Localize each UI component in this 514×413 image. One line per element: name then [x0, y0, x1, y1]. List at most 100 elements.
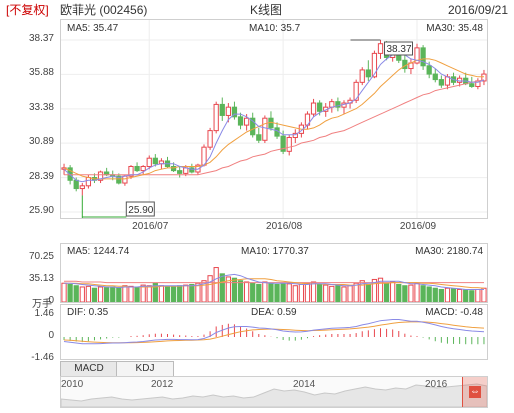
ma5-legend: MA5: 35.47	[67, 23, 119, 34]
volume-bar	[61, 282, 67, 302]
volume-bar	[110, 286, 116, 302]
volume-y-tick: 70.25	[28, 251, 54, 262]
volume-bar	[456, 288, 463, 302]
candle-body	[219, 103, 225, 116]
candle-body	[67, 167, 73, 181]
navigator-area-shape	[61, 383, 487, 407]
volume-bar	[201, 280, 207, 302]
volume-bar	[237, 280, 244, 302]
low-label-box	[125, 201, 155, 217]
volume-chart[interactable]	[61, 244, 487, 302]
volume-bar	[450, 288, 457, 302]
volume-bar	[79, 286, 85, 302]
tab-kdj[interactable]: KDJ	[116, 361, 174, 377]
candle-body	[122, 175, 128, 184]
candle-body	[237, 116, 244, 126]
candle-body	[426, 65, 432, 75]
volume-bar	[189, 283, 195, 302]
volume-bar	[183, 284, 189, 302]
kline-y-tick: 35.88	[28, 67, 54, 79]
volume-bar	[383, 282, 390, 302]
volume-bar	[116, 287, 122, 302]
volume-bar	[304, 282, 311, 302]
nav-year-2010: 2010	[61, 379, 84, 390]
candle-body	[444, 76, 451, 86]
volume-bar	[213, 267, 219, 302]
volume-bar	[481, 287, 487, 302]
ma30-legend: MA30: 35.48	[426, 23, 483, 34]
dea-line	[63, 321, 485, 344]
volume-bar	[377, 277, 384, 302]
candle-body	[317, 102, 323, 112]
volume-bar	[347, 285, 353, 302]
kline-chart[interactable]: 38.37 25.90	[61, 20, 487, 218]
volume-bar	[444, 287, 451, 302]
high-label: 38.37	[387, 44, 412, 55]
candle-body	[177, 170, 183, 174]
volume-bar	[164, 285, 171, 302]
candle-body	[256, 134, 262, 141]
current-date: 2016/09/21	[447, 3, 508, 17]
candle-body	[207, 130, 213, 148]
candle-body	[438, 79, 444, 86]
macd-panel[interactable]: DIF: 0.35 DEA: 0.59 MACD: -0.48	[60, 304, 488, 360]
volume-bar	[438, 288, 444, 302]
ma10-legend: MA10: 35.7	[249, 23, 301, 34]
candle-body	[365, 69, 371, 78]
volume-bar	[341, 286, 347, 302]
restoration-mode-label[interactable]: [不复权]	[6, 3, 49, 17]
candle-body	[262, 117, 268, 141]
volume-bar	[256, 283, 262, 302]
volume-bar	[140, 284, 146, 302]
volume-bar	[262, 281, 268, 302]
kline-y-tick: 33.38	[28, 101, 54, 113]
volume-bar	[122, 285, 128, 302]
candle-body	[286, 137, 292, 152]
candle-body	[140, 165, 146, 172]
volume-bar	[298, 283, 305, 302]
navigator-handle-icon[interactable]: ⇔	[469, 386, 481, 398]
vol-ma5-legend: MA5: 1244.74	[67, 246, 130, 257]
kline-panel[interactable]: 38.37 25.90 MA5: 35.47 MA10: 35.7 MA30: 3…	[60, 19, 488, 219]
tab-macd[interactable]: MACD	[60, 361, 118, 377]
stock-name: 欧菲光 (002456)	[60, 3, 148, 17]
candle-body	[134, 165, 140, 172]
nav-year-2014: 2014	[293, 379, 316, 390]
candle-body	[371, 52, 378, 78]
candle-body	[73, 179, 79, 190]
ma5-line	[63, 51, 485, 183]
volume-bar	[104, 287, 110, 302]
candle-body	[146, 157, 152, 167]
volume-bar	[353, 282, 359, 302]
volume-bar	[359, 280, 365, 302]
volume-bar	[97, 286, 104, 302]
candle-body	[231, 106, 238, 118]
candle-body	[79, 185, 85, 190]
candle-body	[213, 103, 219, 132]
range-navigator[interactable]: ⇔ 2010 2012 2014 2016	[60, 376, 488, 408]
volume-bar	[67, 283, 73, 302]
dif-legend: DIF: 0.35	[67, 307, 109, 318]
macd-y-tick: 0	[48, 330, 54, 341]
volume-bar	[170, 286, 177, 302]
volume-bar	[158, 285, 165, 302]
vol-ma30-line	[64, 280, 484, 284]
candle-body	[170, 165, 177, 172]
navigator-selection[interactable]: ⇔	[462, 377, 487, 407]
volume-bar	[335, 285, 341, 302]
volume-bar	[390, 281, 396, 302]
macd-chart[interactable]	[61, 305, 487, 359]
volume-bar	[280, 282, 286, 302]
candle-body	[128, 165, 134, 177]
volume-bar	[469, 290, 475, 302]
candle-body	[310, 102, 317, 115]
volume-bar	[329, 285, 335, 302]
volume-bar	[219, 273, 225, 302]
volume-bar	[177, 285, 183, 302]
volume-bar	[317, 283, 323, 302]
volume-bar	[134, 287, 140, 302]
volume-bar	[432, 287, 438, 302]
volume-bar	[243, 281, 250, 302]
volume-bar	[195, 282, 201, 302]
volume-panel[interactable]: MA5: 1244.74 MA10: 1770.37 MA30: 2180.74	[60, 243, 488, 303]
